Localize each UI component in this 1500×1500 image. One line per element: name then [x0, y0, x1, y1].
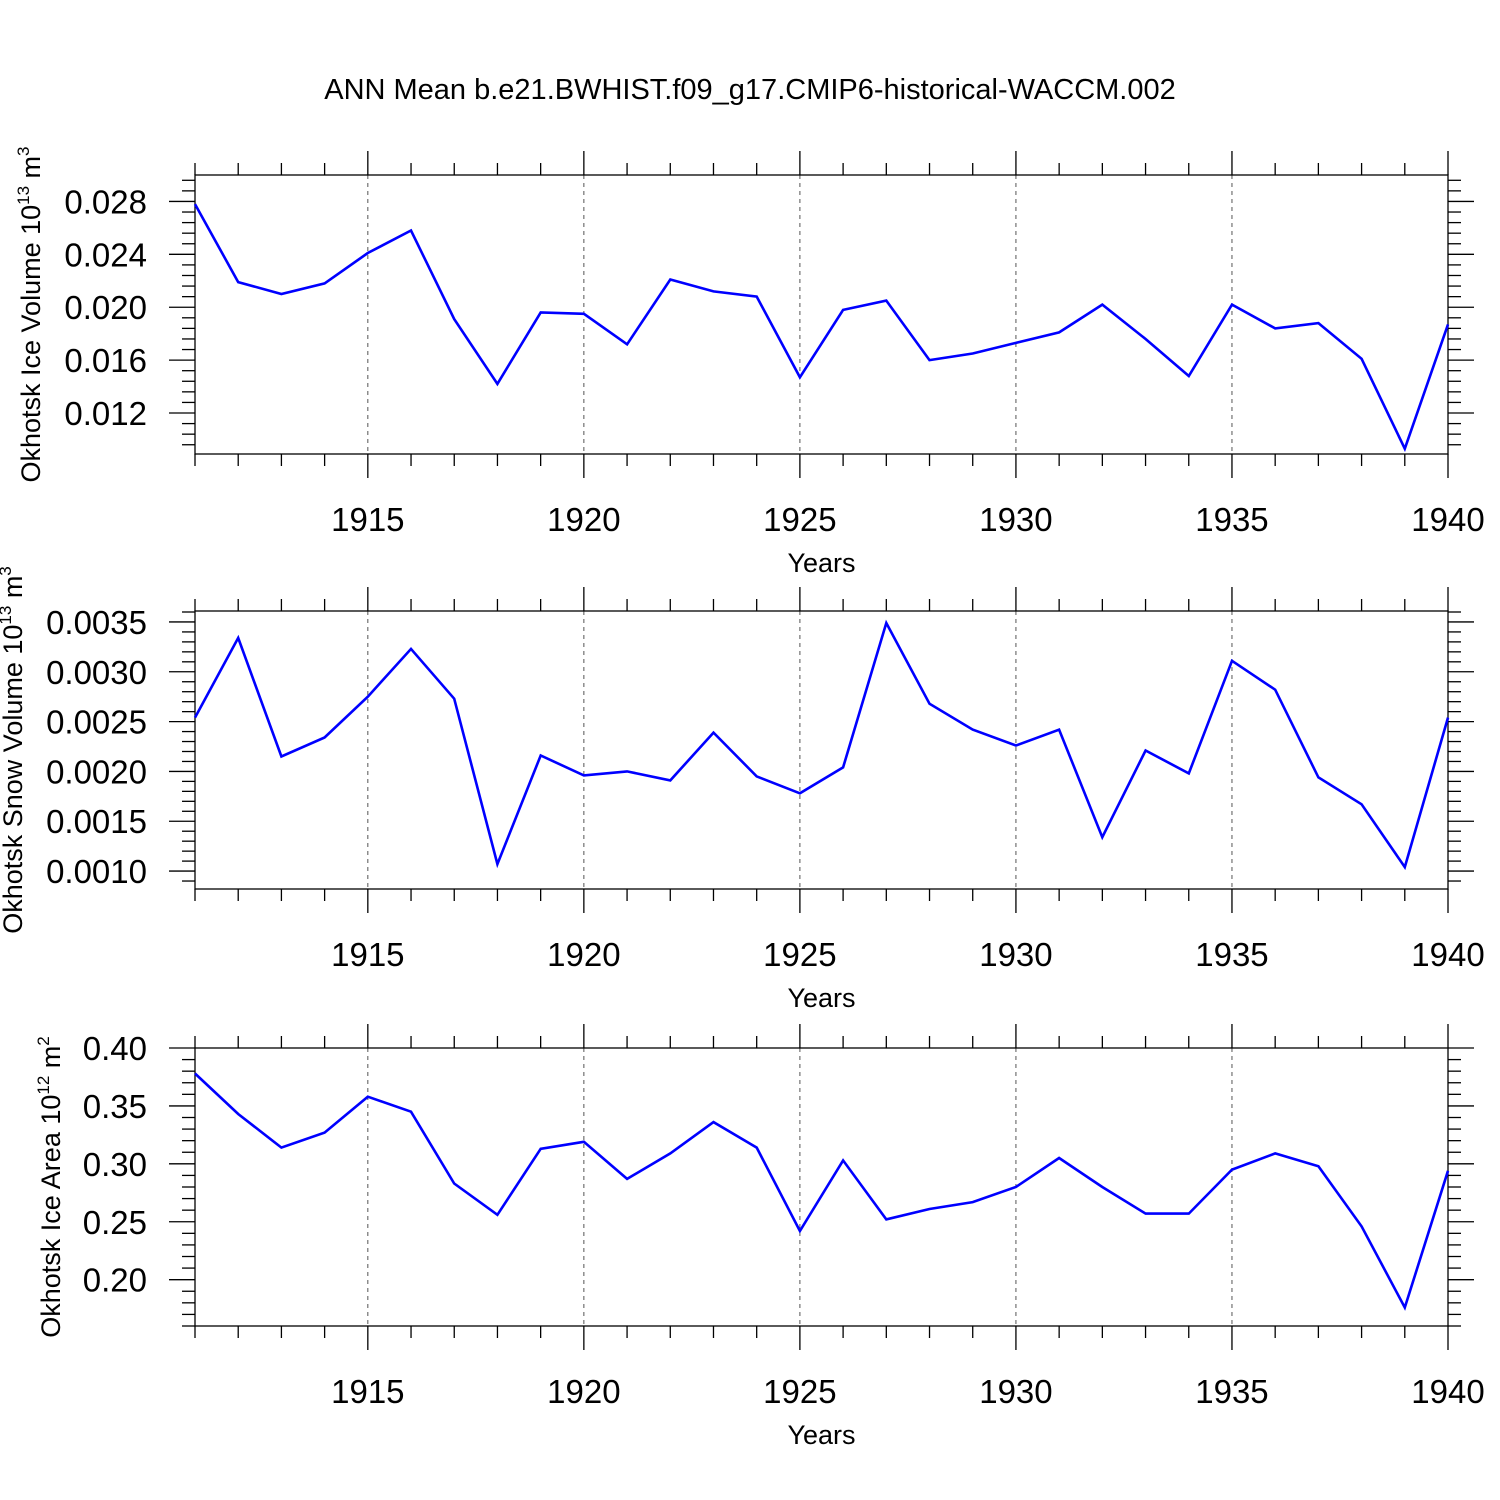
x-tick-label: 1935: [1195, 501, 1268, 538]
y-tick-label: 0.0035: [46, 604, 147, 641]
y-tick-label: 0.016: [64, 342, 147, 379]
x-tick-label: 1920: [547, 1373, 620, 1410]
x-tick-label: 1940: [1411, 501, 1484, 538]
y-tick-label: 0.30: [83, 1146, 147, 1183]
y-axis-title-unit: m: [36, 1046, 66, 1076]
x-tick-label: 1935: [1195, 936, 1268, 973]
y-axis-title-unit: m: [16, 156, 46, 186]
y-tick-label: 0.012: [64, 395, 147, 432]
y-axis-title-exponent: 12: [34, 1076, 53, 1095]
plot-frame: [194, 174, 1449, 455]
chart-panel-3: 0.20 0.25 0.30 0.35 0.40 1915 1920 1925 1930 1935…: [34, 1024, 1485, 1450]
x-tick-label: 1915: [331, 501, 404, 538]
x-axis-title: Years: [787, 548, 855, 578]
x-tick-label: 1925: [763, 501, 836, 538]
y-axis-title: Okhotsk Ice Volume 1013 m3: [14, 146, 46, 482]
x-tick-label: 1925: [763, 936, 836, 973]
y-axis-title-exponent: 13: [14, 186, 33, 205]
panels: 0.012 0.016 0.020 0.024 0.028 1915 1920 1925 193…: [0, 146, 1485, 1450]
y-tick-label: 0.0030: [46, 654, 147, 691]
x-axis-title: Years: [787, 1420, 855, 1450]
x-tick-label: 1920: [547, 501, 620, 538]
y-axis-title-unit-exponent: 3: [0, 566, 15, 575]
x-tick-label: 1930: [979, 501, 1052, 538]
x-tick-label: 1940: [1411, 1373, 1484, 1410]
y-tick-label: 0.20: [83, 1262, 147, 1299]
plot-frame: [194, 610, 1449, 890]
figure-title: ANN Mean b.e21.BWHIST.f09_g17.CMIP6-hist…: [324, 74, 1176, 106]
y-tick-label: 0.35: [83, 1088, 147, 1125]
y-tick-label: 0.024: [64, 236, 147, 273]
x-tick-label: 1915: [331, 936, 404, 973]
x-tick-label: 1930: [979, 1373, 1052, 1410]
y-tick-label: 0.40: [83, 1030, 147, 1067]
x-tick-label: 1920: [547, 936, 620, 973]
series-line: [194, 1072, 1450, 1311]
chart-panel-1: 0.012 0.016 0.020 0.024 0.028 1915 1920 1925 193…: [14, 146, 1485, 578]
x-tick-label: 1925: [763, 1373, 836, 1410]
y-axis-title-text: Okhotsk Ice Volume 10: [16, 205, 46, 483]
y-tick-label: 0.0010: [46, 853, 147, 890]
x-tick-label: 1935: [1195, 1373, 1268, 1410]
y-axis-title-unit-exponent: 3: [14, 146, 33, 155]
y-axis-title: Okhotsk Snow Volume 1013 m3: [0, 566, 28, 934]
y-tick-label: 0.028: [64, 183, 147, 220]
series-line: [193, 619, 1450, 871]
y-axis-title: Okhotsk Ice Area 1012 m2: [34, 1036, 66, 1338]
x-tick-label: 1940: [1411, 936, 1484, 973]
y-axis-title-unit-exponent: 2: [34, 1036, 53, 1045]
plot-frame: [194, 1047, 1449, 1327]
y-tick-label: 0.0020: [46, 753, 147, 790]
x-tick-label: 1930: [979, 936, 1052, 973]
y-tick-label: 0.25: [83, 1204, 147, 1241]
y-tick-label: 0.020: [64, 289, 147, 326]
y-axis-title-text: Okhotsk Ice Area 10: [36, 1095, 66, 1338]
chart-panel-2: 0.0010 0.0015 0.0020 0.0025 0.0030 0.0035 1915…: [0, 566, 1485, 1013]
y-axis-title-unit: m: [0, 576, 28, 606]
y-tick-label: 0.0015: [46, 803, 147, 840]
x-axis-title: Years: [787, 983, 855, 1013]
series-line: [193, 203, 1450, 453]
x-tick-label: 1915: [331, 1373, 404, 1410]
y-axis-title-text: Okhotsk Snow Volume 10: [0, 625, 28, 934]
y-axis-title-exponent: 13: [0, 606, 15, 625]
y-tick-label: 0.0025: [46, 704, 147, 741]
